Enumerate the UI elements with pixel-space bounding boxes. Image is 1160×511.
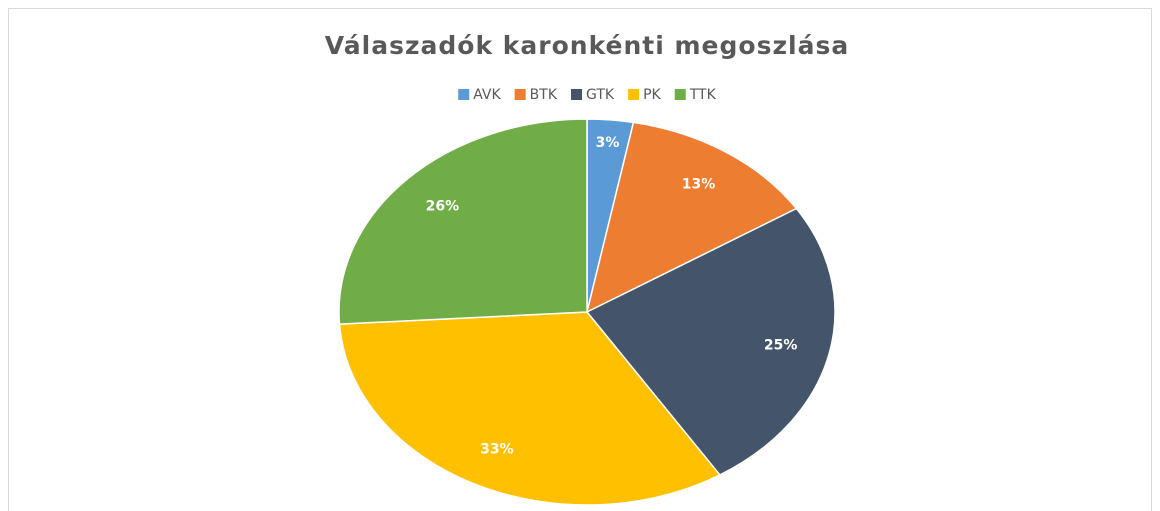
legend-swatch	[628, 89, 640, 100]
chart-title: Válaszadók karonkénti megoszlása	[325, 31, 849, 60]
legend-swatch	[458, 89, 470, 100]
pie-slice	[338, 118, 588, 325]
legend-label: BTK	[530, 87, 558, 103]
legend-label: AVK	[473, 87, 501, 103]
data-label: 26%	[426, 198, 460, 214]
legend-swatch	[571, 89, 583, 100]
pie-slice	[338, 311, 722, 506]
pie-slice	[585, 207, 836, 476]
data-label: 3%	[596, 135, 620, 151]
data-label: 13%	[682, 176, 716, 192]
legend-swatch	[674, 89, 686, 100]
legend-label: PK	[643, 87, 661, 103]
legend-label: GTK	[586, 87, 615, 103]
data-label: 33%	[480, 442, 514, 458]
data-label: 25%	[764, 338, 798, 354]
pie-slice	[585, 121, 798, 314]
legend-swatch	[514, 89, 526, 100]
chart-frame	[8, 8, 1152, 511]
legend-label: TTK	[689, 87, 717, 103]
